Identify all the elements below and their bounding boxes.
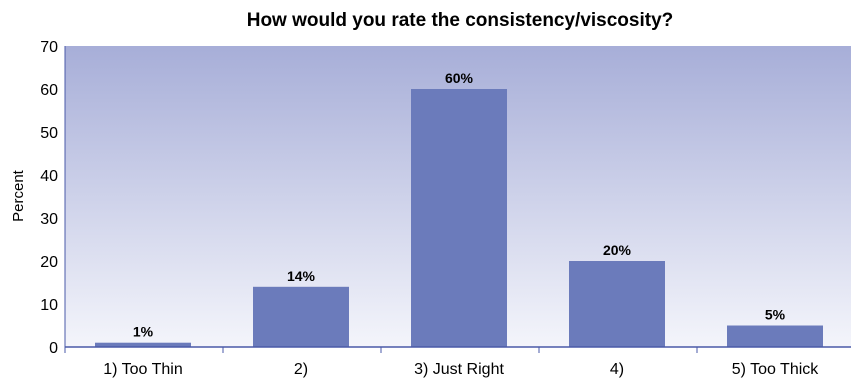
y-tick-label: 40 xyxy=(40,168,58,185)
y-tick-label: 60 xyxy=(40,82,58,99)
x-category-label: 2) xyxy=(294,361,308,378)
x-category-label: 5) Too Thick xyxy=(732,361,820,378)
bar xyxy=(411,89,507,347)
y-axis-ticks: 0 10 20 30 40 50 60 70 xyxy=(40,39,58,357)
data-label: 1% xyxy=(133,324,154,340)
data-label: 14% xyxy=(287,268,316,284)
y-tick-label: 10 xyxy=(40,297,58,314)
bars xyxy=(95,89,823,347)
x-axis-categories: 1) Too Thin 2) 3) Just Right 4) 5) Too Thick xyxy=(103,361,819,378)
bar xyxy=(95,342,191,347)
x-category-label: 4) xyxy=(610,361,624,378)
y-tick-label: 70 xyxy=(40,39,58,56)
y-tick-label: 50 xyxy=(40,125,58,142)
bar xyxy=(727,325,823,347)
bar xyxy=(253,286,349,347)
y-axis-label: Percent xyxy=(10,169,27,222)
y-tick-label: 30 xyxy=(40,211,58,228)
data-label: 60% xyxy=(445,70,474,86)
x-axis xyxy=(64,46,851,353)
data-label: 20% xyxy=(603,242,632,258)
bar xyxy=(569,261,665,347)
y-tick-label: 0 xyxy=(49,340,58,357)
x-category-label: 1) Too Thin xyxy=(103,361,182,378)
chart-title: How would you rate the consistency/visco… xyxy=(247,10,674,31)
data-label: 5% xyxy=(765,307,786,323)
data-labels: 1% 14% 60% 20% 5% xyxy=(133,70,786,340)
x-category-label: 3) Just Right xyxy=(414,361,504,378)
y-tick-label: 20 xyxy=(40,254,58,271)
